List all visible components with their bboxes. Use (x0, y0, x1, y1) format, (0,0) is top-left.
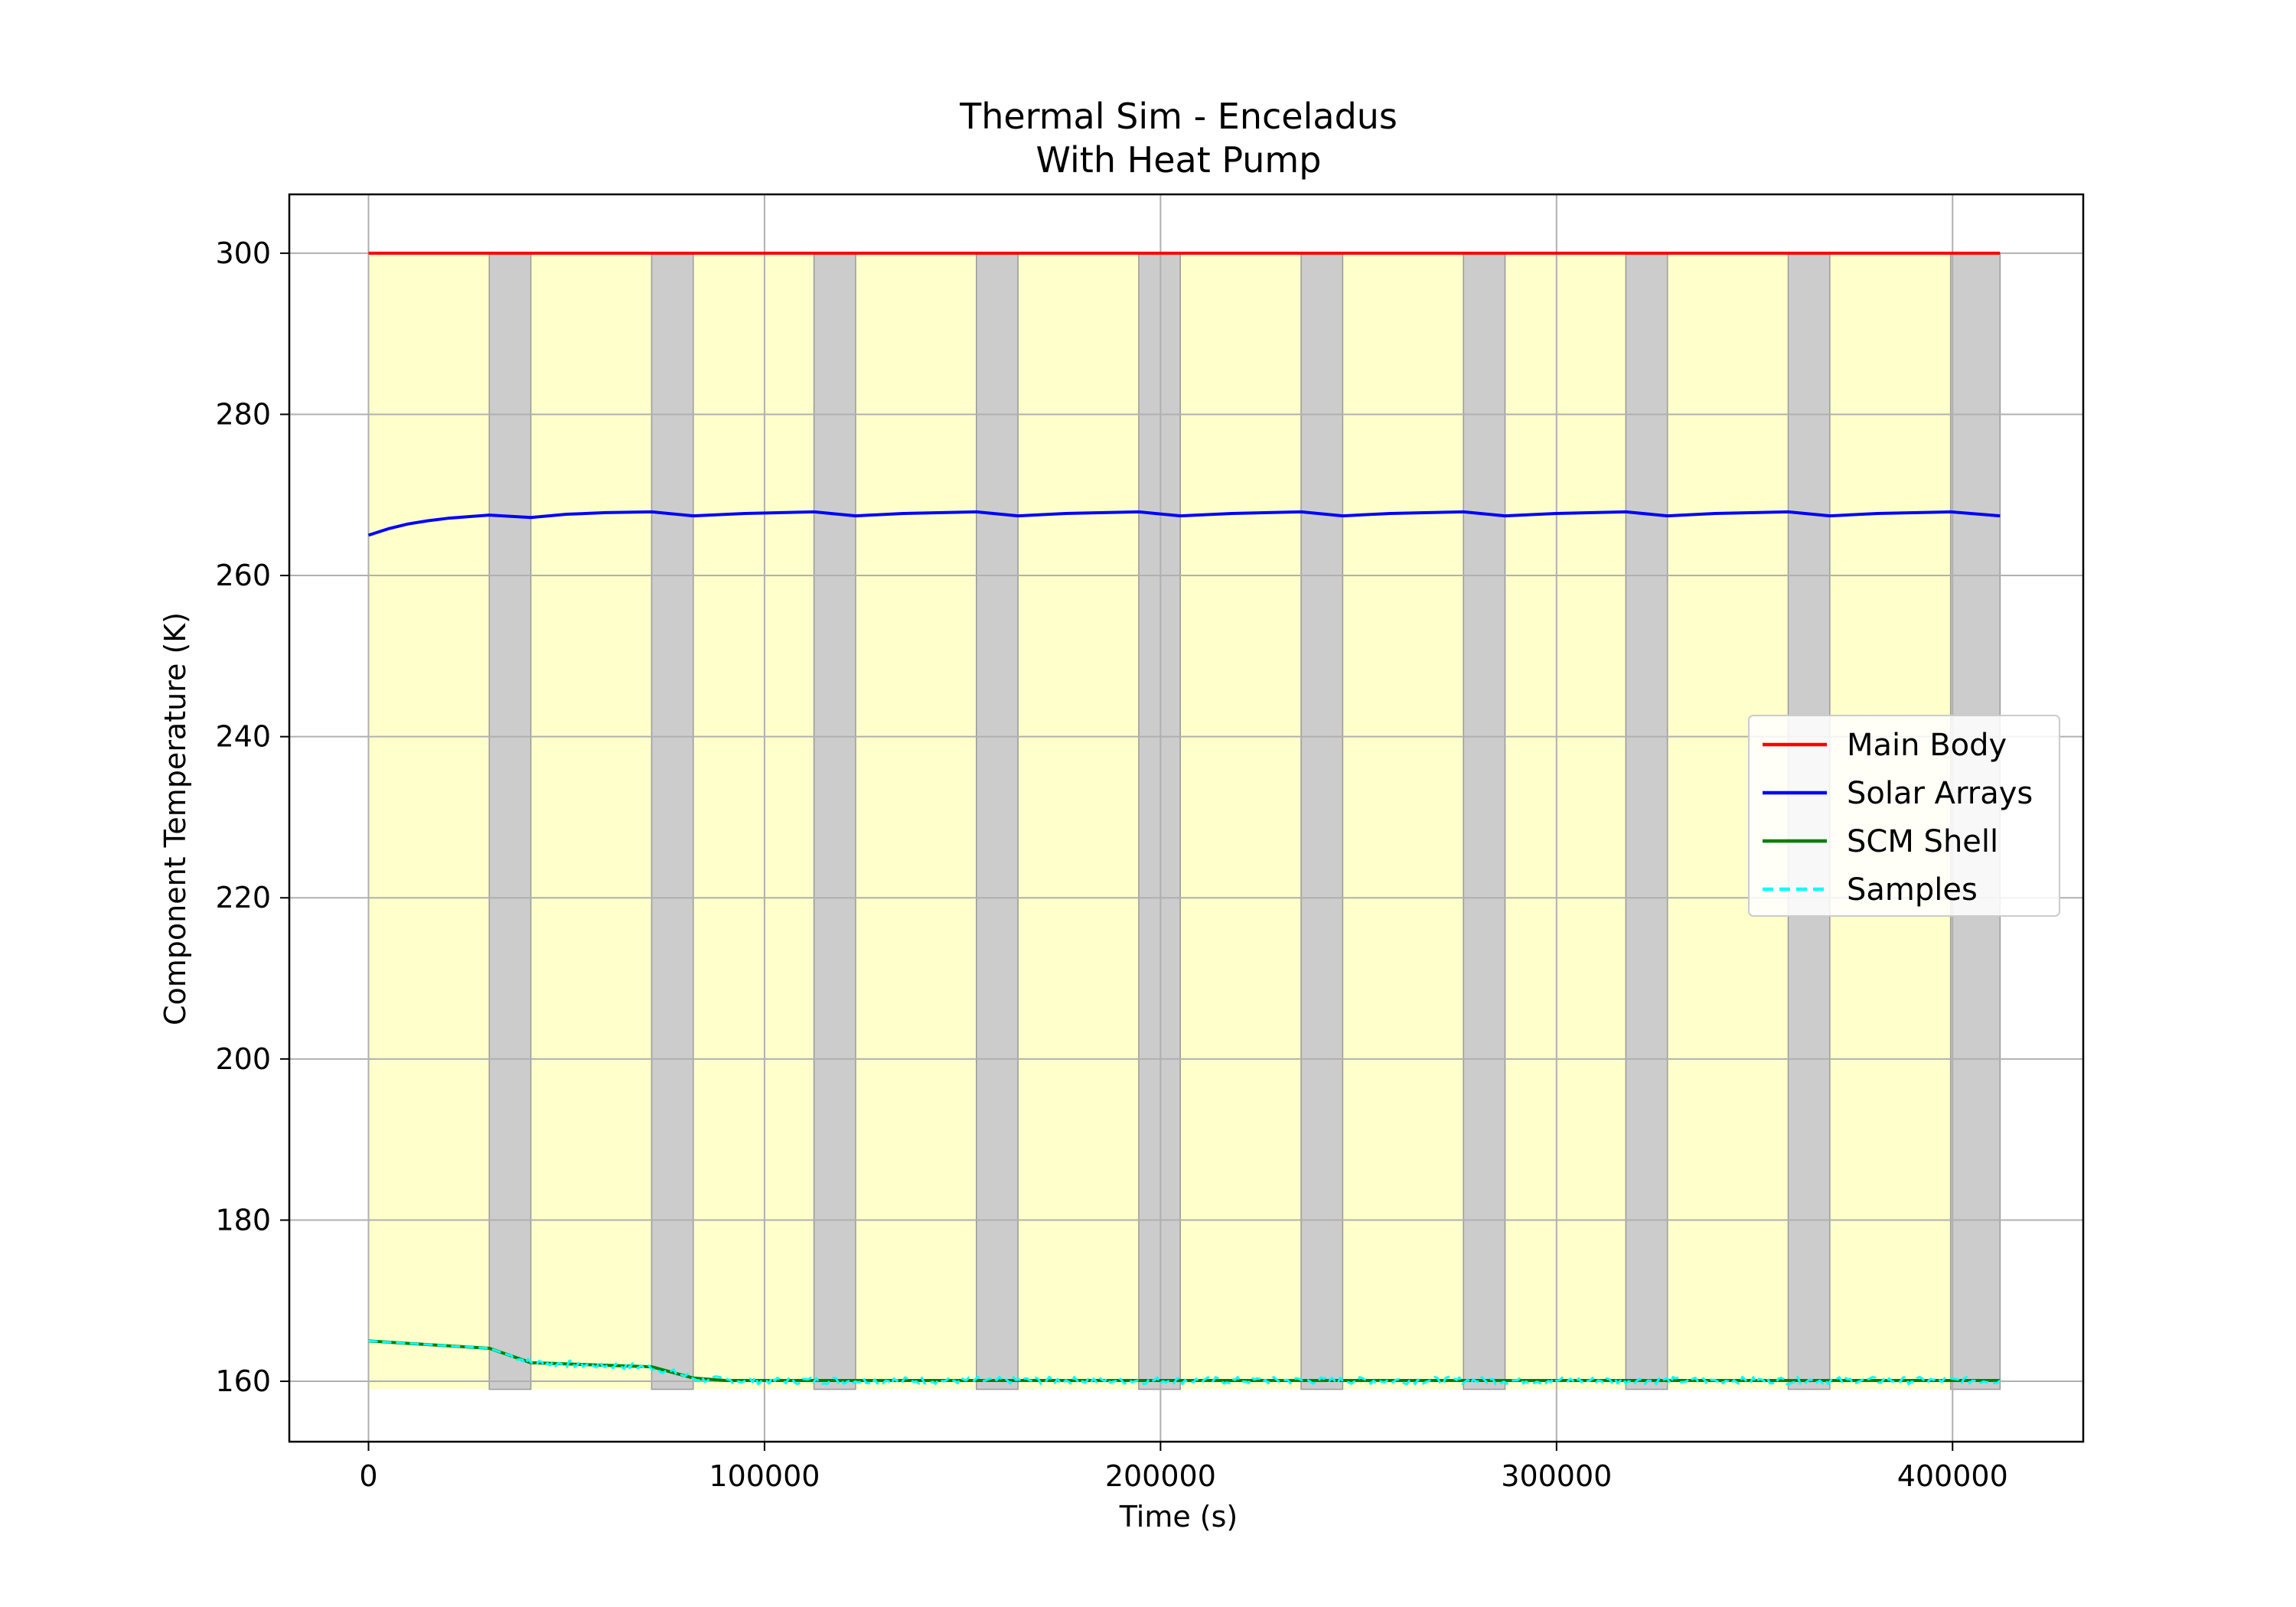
eclipse-band (1138, 253, 1181, 1390)
legend: Main Body Solar Arrays SCM Shell Samples (1748, 715, 2060, 917)
y-tick-label: 240 (215, 720, 271, 754)
eclipse-band (1300, 253, 1344, 1390)
legend-label: Samples (1847, 872, 1978, 908)
series-samples (368, 1339, 2001, 1386)
eclipse-band (651, 253, 694, 1390)
y-tick-label: 200 (215, 1042, 271, 1076)
x-axis-ticks: 0 100000 200000 300000 400000 (359, 1442, 2008, 1493)
series-solar-arrays (367, 510, 2001, 537)
x-tick-label: 400000 (1897, 1459, 2008, 1493)
sunlit-band (855, 253, 977, 1390)
sunlit-band (693, 253, 814, 1390)
eclipse-band (1463, 253, 1506, 1390)
legend-label: Main Body (1847, 728, 2007, 763)
eclipse-band (813, 253, 856, 1390)
eclipse-band (488, 253, 532, 1390)
x-tick-label: 100000 (709, 1459, 820, 1493)
legend-label: SCM Shell (1847, 824, 1998, 859)
sunlit-band (368, 253, 490, 1390)
sunlit-band (1180, 253, 1302, 1390)
sunlit-band (1505, 253, 1626, 1390)
series-scm-shell (368, 1339, 2001, 1382)
y-tick-label: 300 (215, 236, 271, 270)
sunlit-band (1342, 253, 1464, 1390)
y-tick-label: 160 (215, 1364, 271, 1398)
chart-title: Thermal Sim - Enceladus (959, 96, 1397, 137)
y-tick-label: 280 (215, 397, 271, 431)
legend-label: Solar Arrays (1847, 776, 2033, 811)
y-axis-label: Component Temperature (K) (158, 612, 192, 1025)
x-axis-label: Time (s) (1119, 1500, 1238, 1534)
y-axis-ticks: 160 180 200 220 240 260 280 300 (215, 236, 289, 1398)
eclipse-band (976, 253, 1019, 1390)
series-lines (367, 251, 2001, 1386)
legend-box (1748, 715, 2060, 917)
chart-subtitle: With Heat Pump (1036, 139, 1322, 181)
sunlit-band (530, 253, 652, 1390)
y-tick-label: 220 (215, 881, 271, 914)
x-tick-label: 300000 (1501, 1459, 1612, 1493)
y-tick-label: 180 (215, 1203, 271, 1237)
y-tick-label: 260 (215, 559, 271, 592)
sunlit-band (1018, 253, 1139, 1390)
x-tick-label: 200000 (1105, 1459, 1216, 1493)
plot-frame (288, 193, 2085, 1443)
eclipse-band (1625, 253, 1668, 1390)
x-tick-label: 0 (359, 1459, 377, 1493)
